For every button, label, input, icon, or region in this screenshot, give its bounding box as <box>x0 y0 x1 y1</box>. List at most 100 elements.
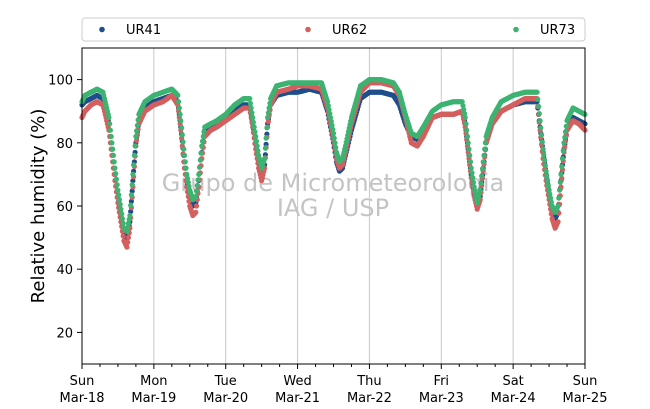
data-point <box>562 144 568 150</box>
data-point <box>542 157 548 163</box>
x-tick-label-day: Wed <box>283 374 311 389</box>
legend-marker <box>513 26 519 33</box>
data-point <box>201 129 207 135</box>
data-point <box>547 191 553 197</box>
data-point <box>109 140 115 146</box>
data-point <box>536 111 542 117</box>
data-point <box>563 123 569 129</box>
y-axis: 20 40 60 80 100 <box>48 74 82 341</box>
data-point <box>193 188 200 194</box>
data-point <box>557 179 563 185</box>
data-point <box>119 211 125 217</box>
data-point <box>128 198 134 204</box>
data-point <box>124 244 130 250</box>
x-axis: Sun Mar-18 Mon Mar-19 Tue Mar-20 Wed Mar-21 Thu M… <box>60 364 608 406</box>
data-point <box>110 146 116 152</box>
y-tick-label: 60 <box>56 200 73 215</box>
data-point <box>462 114 468 121</box>
data-point <box>108 133 114 140</box>
x-tick-label-day: Sun <box>573 374 598 389</box>
data-point <box>200 133 206 140</box>
data-point <box>470 179 477 185</box>
data-point <box>199 143 205 149</box>
data-point <box>193 203 200 209</box>
data-point <box>248 105 254 111</box>
data-point <box>134 128 140 134</box>
data-point <box>536 103 542 110</box>
data-point <box>265 118 271 125</box>
data-point <box>324 99 331 105</box>
data-point <box>546 187 552 193</box>
legend: UR41 UR62 UR73 <box>81 17 586 42</box>
data-point <box>562 129 569 135</box>
data-point <box>472 188 478 194</box>
data-point <box>465 140 471 146</box>
data-point <box>459 99 465 105</box>
data-point <box>127 212 133 219</box>
data-point <box>265 114 271 121</box>
y-tick-label: 40 <box>56 263 73 278</box>
data-point <box>482 146 488 152</box>
data-point <box>469 170 475 176</box>
data-point <box>198 150 204 156</box>
x-tick-label-date: Mar-18 <box>60 391 105 406</box>
data-point <box>480 159 486 165</box>
data-point <box>115 187 121 193</box>
data-point <box>327 111 333 117</box>
data-point <box>195 177 201 183</box>
legend-label: UR73 <box>540 23 575 38</box>
data-point <box>267 100 273 106</box>
data-point <box>129 188 135 194</box>
data-point <box>197 157 203 163</box>
data-point <box>111 159 117 165</box>
data-point <box>250 119 256 125</box>
data-point <box>332 140 338 146</box>
data-point <box>264 125 270 131</box>
x-tick-label-date: Mar-19 <box>131 391 176 406</box>
data-point <box>176 99 182 105</box>
data-point <box>128 192 134 198</box>
data-point <box>186 183 192 189</box>
data-point <box>110 152 116 158</box>
data-point <box>176 105 182 111</box>
data-point <box>558 171 564 177</box>
data-point <box>539 132 545 138</box>
data-point <box>106 114 112 121</box>
data-point <box>535 96 541 102</box>
data-point <box>193 209 199 215</box>
x-tick-label-date: Mar-21 <box>275 391 320 406</box>
x-tick-label-day: Sun <box>70 374 95 389</box>
watermark-line-2: IAG / USP <box>277 194 389 222</box>
data-point <box>467 152 473 158</box>
data-point <box>562 134 568 140</box>
data-point <box>185 179 191 185</box>
legend-item-ur73: UR73 <box>513 23 575 38</box>
data-point <box>255 148 261 154</box>
data-point <box>182 159 188 165</box>
data-point <box>545 178 551 184</box>
data-point <box>113 176 119 182</box>
data-point <box>548 195 554 201</box>
data-point <box>331 135 337 141</box>
data-point <box>128 208 134 215</box>
data-point <box>184 175 191 181</box>
data-point <box>543 168 549 174</box>
data-point <box>266 105 272 111</box>
watermark-line-1: Grupo de Micrometeorologia <box>162 169 504 197</box>
data-point <box>542 163 548 169</box>
data-point <box>125 224 131 230</box>
data-point <box>247 96 253 102</box>
data-point <box>254 143 260 149</box>
data-point <box>265 110 271 116</box>
x-tick-label-date: Mar-25 <box>563 391 608 406</box>
data-point <box>327 114 334 121</box>
data-point <box>112 165 118 171</box>
data-point <box>177 111 183 117</box>
data-point <box>541 152 547 158</box>
legend-label: UR41 <box>126 23 161 38</box>
data-point <box>133 133 139 140</box>
legend-marker <box>99 26 105 33</box>
data-point <box>107 127 113 133</box>
data-point <box>179 132 185 138</box>
